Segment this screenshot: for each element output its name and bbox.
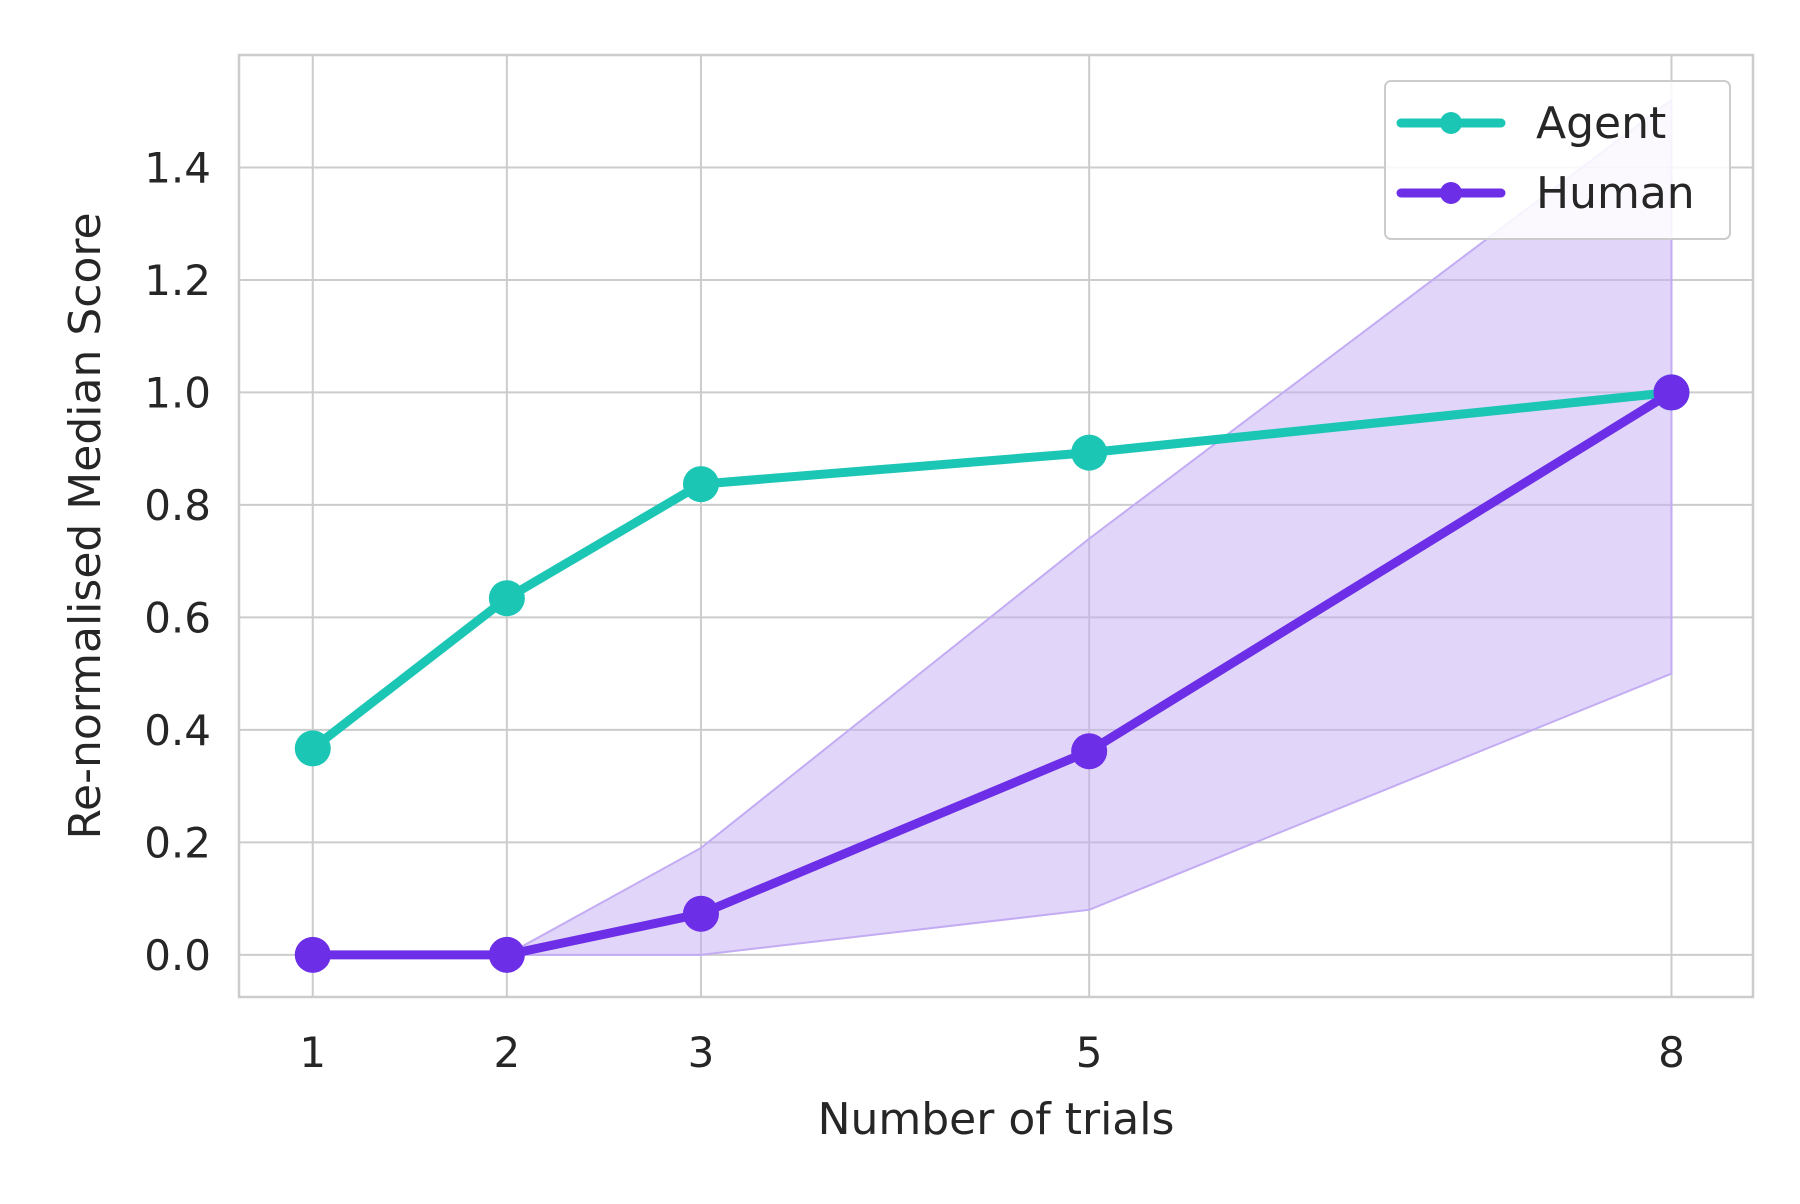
agent-data-point bbox=[682, 466, 719, 503]
x-axis-label: Number of trials bbox=[818, 1094, 1175, 1145]
x-tick-labels: 1 2 3 5 8 bbox=[299, 1028, 1684, 1077]
human-legend-label: Human bbox=[1536, 168, 1695, 219]
agent-data-point bbox=[488, 580, 525, 617]
y-tick-labels: 0.0 0.2 0.4 0.6 0.8 1.0 1.2 1.4 bbox=[144, 143, 211, 979]
y-tick-label: 0.2 bbox=[144, 818, 211, 867]
human-data-point bbox=[682, 895, 719, 932]
x-tick-label: 3 bbox=[688, 1028, 715, 1077]
y-tick-label: 1.2 bbox=[144, 256, 211, 305]
agent-data-point bbox=[1071, 434, 1108, 471]
y-tick-label: 0.0 bbox=[144, 931, 211, 980]
agent-data-point bbox=[294, 730, 331, 767]
y-tick-label: 0.4 bbox=[144, 706, 211, 755]
x-tick-label: 2 bbox=[493, 1028, 520, 1077]
y-tick-label: 0.6 bbox=[144, 593, 211, 642]
plot-frame bbox=[237, 53, 1755, 999]
x-tick-label: 8 bbox=[1658, 1028, 1685, 1077]
x-tick-label: 1 bbox=[299, 1028, 326, 1077]
human-data-point bbox=[1071, 733, 1108, 770]
y-axis-label: Re-normalised Median Score bbox=[60, 212, 111, 839]
y-tick-label: 0.8 bbox=[144, 481, 211, 530]
y-tick-label: 1.4 bbox=[144, 143, 211, 192]
agent-legend-marker bbox=[1440, 112, 1462, 134]
agent-legend-label: Agent bbox=[1536, 98, 1666, 149]
human-data-point bbox=[1653, 374, 1690, 411]
series-points bbox=[294, 374, 1690, 973]
legend: Agent Human bbox=[1384, 80, 1731, 240]
human-data-point bbox=[294, 936, 331, 973]
human-data-point bbox=[488, 936, 525, 973]
x-tick-label: 5 bbox=[1076, 1028, 1103, 1077]
y-tick-label: 1.0 bbox=[144, 368, 211, 417]
human-legend-marker bbox=[1440, 182, 1462, 204]
